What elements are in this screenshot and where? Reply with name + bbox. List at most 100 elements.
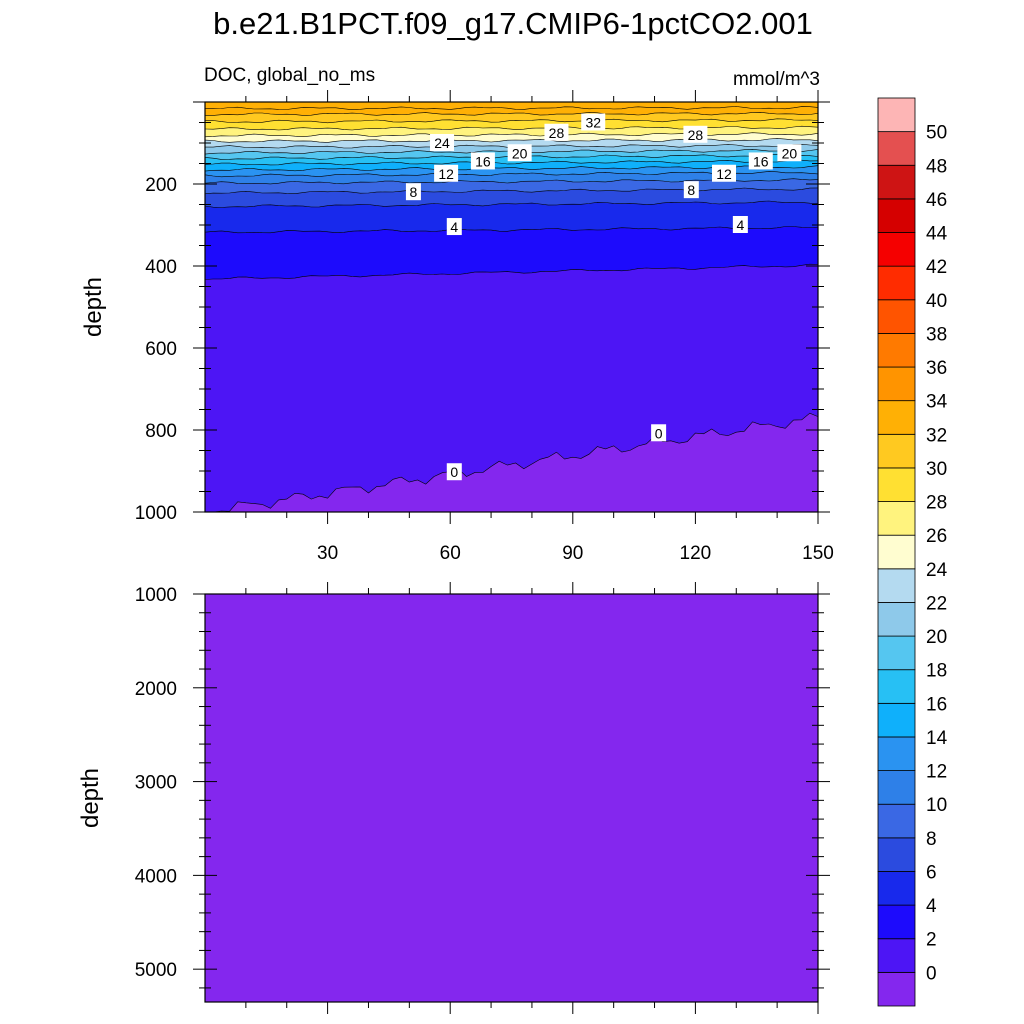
contour-line-24 [204, 138, 819, 143]
lower-y-tick-label: 5000 [135, 960, 177, 981]
lower-y-tick-label: 1000 [135, 585, 177, 606]
colorbar-label: 50 [926, 123, 947, 144]
colorbar-swatch [877, 736, 916, 771]
contour-label-text: 20 [512, 145, 528, 161]
colorbar-swatch [877, 971, 916, 1007]
colorbar-swatch [877, 770, 916, 805]
colorbar-label: 48 [926, 156, 947, 177]
colorbar-label: 26 [926, 526, 947, 547]
colorbar-label: 22 [926, 593, 947, 614]
upper-x-tick-label: 150 [802, 543, 834, 564]
contour-label-text: 24 [434, 135, 450, 151]
upper-y-tick-label: 400 [145, 257, 177, 278]
colorbar-label: 12 [926, 762, 947, 783]
upper-y-tick-label: 1000 [135, 503, 177, 524]
lower-y-axis-label: depth [77, 768, 104, 828]
lower-plot-frame [204, 593, 819, 1003]
band-below-0 [205, 413, 818, 512]
upper-y-tick-label: 800 [145, 421, 177, 442]
colorbar-label: 46 [926, 190, 947, 211]
colorbar-label: 40 [926, 291, 947, 312]
units-label: mmol/m^3 [733, 69, 820, 90]
colorbar-label: 8 [926, 829, 937, 850]
contour-label-text: 8 [410, 184, 418, 200]
colorbar-swatch [877, 467, 916, 502]
band-0-2 [205, 264, 818, 512]
contour-label-text: 0 [655, 425, 663, 441]
colorbar-swatch [877, 568, 916, 603]
colorbar-swatch [877, 265, 916, 301]
contour-label: 4 [446, 218, 462, 236]
lower-y-tick-label: 2000 [135, 679, 177, 700]
lower-x-axis [245, 582, 819, 1014]
contour-label-text: 20 [782, 145, 798, 161]
contour-label: 28 [544, 123, 569, 141]
contour-label-text: 4 [450, 219, 458, 235]
colorbar-swatch [877, 635, 916, 671]
lower-panel: 1000 2000 3000 4000 5000 depth [77, 582, 830, 1014]
colorbar-label: 24 [926, 560, 948, 581]
band-4-6 [205, 201, 818, 233]
colorbar-swatch [877, 669, 916, 704]
contour-line-32 [204, 111, 819, 116]
colorbar-swatch [877, 97, 916, 133]
colorbar-label: 34 [926, 392, 948, 413]
upper-x-tick-label: 120 [680, 543, 712, 564]
upper-x-tick-label: 60 [440, 543, 461, 564]
contour-label: 8 [405, 183, 421, 201]
colorbar-swatch [877, 803, 916, 839]
colorbar-swatch [877, 938, 916, 973]
lower-y-tick-label: 3000 [135, 773, 177, 794]
contour-label-text: 12 [716, 166, 732, 182]
colorbar-label: 30 [926, 459, 947, 480]
contour-label: 4 [732, 216, 748, 233]
contour-label-text: 12 [438, 166, 454, 182]
colorbar-label: 32 [926, 425, 947, 446]
contour-label: 12 [712, 164, 737, 182]
contour-label-text: 0 [450, 464, 458, 480]
contour-label: 8 [683, 181, 699, 199]
contour-label: 32 [581, 113, 606, 131]
colorbar-swatch [877, 299, 916, 334]
upper-contour-lines [204, 106, 819, 513]
colorbar-swatch [877, 131, 916, 166]
colorbar-swatch [877, 400, 916, 435]
contour-line-0 [205, 412, 819, 513]
band-26-28 [205, 126, 818, 137]
colorbar-swatch [877, 837, 916, 872]
colorbar-swatch [877, 702, 916, 738]
colorbar-label: 0 [926, 963, 937, 984]
colorbar-label: 16 [926, 694, 947, 715]
colorbar-label: 6 [926, 862, 937, 883]
upper-contour-labels: 32 28 28 24 20 20 16 16 12 12 8 8 4 4 0 0 [405, 113, 802, 481]
colorbar-swatch [877, 534, 916, 570]
contour-line-2 [204, 263, 819, 280]
lower-y-axis: 1000 2000 3000 4000 5000 [135, 585, 830, 989]
upper-y-tick-label: 600 [145, 339, 177, 360]
contour-line-6 [204, 200, 819, 208]
colorbar-swatch [877, 433, 916, 469]
band-14-16 [205, 159, 818, 172]
contour-label-text: 16 [753, 153, 769, 169]
upper-x-axis: 30 60 90 120 150 [245, 90, 834, 564]
colorbar-label: 2 [926, 930, 937, 951]
contour-line-16 [204, 159, 819, 166]
colorbar-swatch [877, 602, 916, 637]
contour-label: 28 [683, 125, 708, 143]
contour-label: 16 [748, 152, 773, 170]
colorbar-label: 42 [926, 257, 947, 278]
upper-x-tick-label: 30 [317, 543, 338, 564]
colorbar-label: 14 [926, 728, 948, 749]
colorbar-label: 28 [926, 493, 947, 514]
colorbar-label: 20 [926, 627, 947, 648]
contour-label: 20 [777, 144, 802, 162]
band-34-36 [205, 102, 818, 110]
colorbar-label: 4 [926, 896, 937, 917]
contour-label-text: 32 [585, 115, 601, 131]
contour-label-text: 28 [549, 125, 565, 141]
chart-title: b.e21.B1PCT.f09_g17.CMIP6-1pctCO2.001 [213, 6, 813, 41]
colorbar-label: 38 [926, 324, 947, 345]
colorbar-swatch [877, 198, 916, 233]
colorbar-swatch [877, 501, 916, 536]
